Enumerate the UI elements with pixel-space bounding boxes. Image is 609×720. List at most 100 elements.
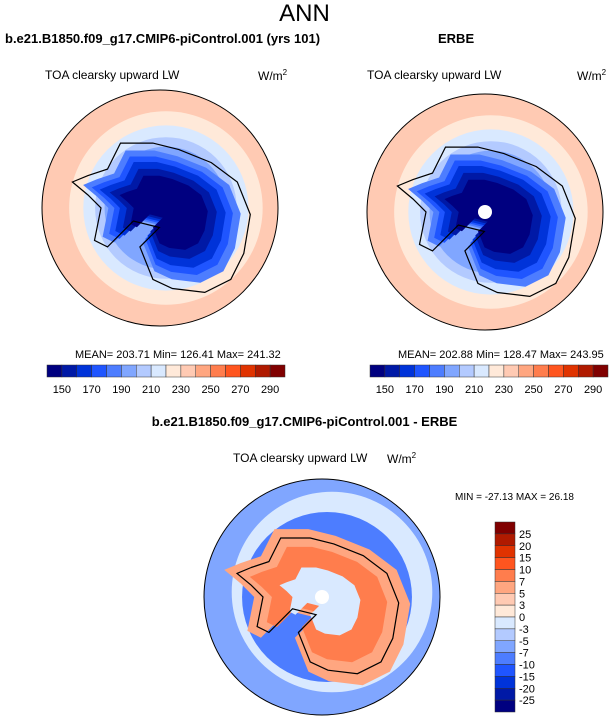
colorbar-cell-1 (46, 364, 63, 378)
colorbar-cell-1 (76, 364, 92, 378)
colorbar-cell-2 (563, 364, 579, 378)
map-boundary (366, 93, 604, 331)
polar-map-2 (366, 93, 604, 331)
colorbar-cell-2 (548, 364, 564, 378)
colorbar-cell-2 (518, 364, 534, 378)
pole-hole (315, 590, 329, 604)
colorbar-cell-1 (269, 364, 286, 378)
colorbar-tick-label: 250 (524, 384, 542, 396)
colorbar-tick-label: 25 (519, 529, 531, 541)
colorbar-tick-label: 230 (172, 384, 190, 396)
polar-map-3 (203, 478, 441, 716)
contour-band (119, 175, 208, 250)
colorbar-cell-2 (429, 364, 445, 378)
polar-map-1 (41, 89, 279, 327)
colorbar-cell-2 (414, 364, 430, 378)
colorbar-cell-3 (494, 533, 516, 546)
colorbar-cell-3 (494, 569, 516, 582)
panel-3-variable: TOA clearsky upward LW (233, 451, 368, 465)
colorbar-cell-3 (494, 581, 516, 594)
colorbar-tick-label: 20 (519, 541, 531, 553)
colorbar-cell-1 (240, 364, 256, 378)
colorbar-cell-2 (592, 364, 609, 378)
colorbar-cell-1 (180, 364, 196, 378)
colorbar-cell-3 (494, 593, 516, 606)
panel-2-variable: TOA clearsky upward LW (367, 68, 502, 82)
colorbar-tick-label: 210 (465, 384, 483, 396)
colorbar-tick-label: 270 (231, 384, 249, 396)
colorbar-cell-1 (225, 364, 241, 378)
colorbar-cell-3 (494, 664, 516, 677)
colorbar-cell-3 (494, 616, 516, 630)
colorbar-tick-label: 170 (82, 384, 100, 396)
colorbar-tick-label: -10 (519, 660, 535, 672)
colorbar-cell-1 (255, 364, 271, 378)
colorbar-cell-1 (165, 364, 182, 378)
colorbar-tick-label: 210 (142, 384, 160, 396)
colorbar-tick-label: 0 (519, 612, 525, 624)
colorbar-tick-label: -20 (519, 683, 535, 695)
antarctica-coastline (396, 146, 576, 298)
colorbar-tick-label: 15 (519, 553, 531, 565)
colorbar-tick-label: 150 (376, 384, 394, 396)
pole-hole (478, 205, 492, 219)
colorbar-tick-label: 190 (435, 384, 453, 396)
colorbar-tick-label: 230 (495, 384, 513, 396)
colorbar-tick-label: 5 (519, 588, 525, 600)
colorbar-tick-label: -7 (519, 648, 529, 660)
colorbar-cell-1 (61, 364, 77, 378)
colorbar-tick-label: 270 (554, 384, 572, 396)
figure-title: ANN (279, 0, 330, 27)
panel-3-units: W/m2 (387, 451, 417, 466)
colorbar-cell-2 (533, 364, 549, 378)
colorbar-cell-2 (459, 364, 475, 378)
colorbar-cell-3 (494, 699, 516, 713)
colorbar-cell-1 (106, 364, 122, 378)
colorbar-cell-3 (494, 628, 516, 641)
panel-2-stats: MEAN= 202.88 Min= 128.47 Max= 243.95 (398, 349, 604, 361)
colorbar-tick-label: 250 (201, 384, 219, 396)
colorbar-tick-label: 290 (584, 384, 602, 396)
colorbar-cell-3 (494, 688, 516, 701)
colorbar-cell-3 (494, 640, 516, 653)
panel-2-units: W/m2 (577, 68, 607, 83)
colorbar-tick-label: 3 (519, 600, 525, 612)
panel-3-stats: MIN = -27.13 MAX = 26.18 (455, 492, 574, 503)
map-boundary (203, 478, 441, 716)
colorbar-tick-label: 10 (519, 565, 531, 577)
colorbar-cell-1 (150, 364, 167, 378)
colorbar-cell-3 (494, 545, 516, 558)
antarctica-coastline (71, 142, 251, 294)
colorbar-tick-label: 150 (53, 384, 71, 396)
colorbar-cell-1 (136, 364, 152, 378)
panel-1-units: W/m2 (258, 68, 288, 83)
panel-2-title: ERBE (438, 31, 475, 46)
colorbar-cell-3 (494, 557, 516, 570)
colorbar-cell-1 (121, 364, 137, 378)
colorbar-tick-label: -15 (519, 671, 535, 683)
colorbar-tick-label: -5 (519, 636, 529, 648)
colorbar-tick-label: 190 (112, 384, 130, 396)
colorbar-tick-label: -3 (519, 624, 529, 636)
panel-1-title: b.e21.B1850.f09_g17.CMIP6-piControl.001 … (5, 31, 321, 46)
panel-3-title: b.e21.B1850.f09_g17.CMIP6-piControl.001 … (151, 414, 458, 429)
colorbar-cell-2 (578, 364, 594, 378)
colorbar-cell-3 (494, 604, 516, 618)
map-boundary (41, 89, 279, 327)
colorbar-cell-2 (488, 364, 505, 378)
colorbar-cell-1 (210, 364, 226, 378)
colorbar-tick-label: -25 (519, 695, 535, 707)
colorbar-cell-2 (399, 364, 415, 378)
colorbar-tick-label: 7 (519, 576, 525, 588)
colorbar-cell-2 (369, 364, 386, 378)
colorbar-cell-3 (494, 652, 516, 665)
colorbar-tick-label: 290 (261, 384, 279, 396)
colorbar-tick-label: 170 (405, 384, 423, 396)
colorbar-cell-2 (384, 364, 400, 378)
colorbar-cell-2 (473, 364, 490, 378)
panel-1-variable: TOA clearsky upward LW (45, 68, 180, 82)
colorbar-cell-2 (503, 364, 519, 378)
colorbar-cell-2 (444, 364, 460, 378)
colorbar-cell-3 (494, 676, 516, 689)
